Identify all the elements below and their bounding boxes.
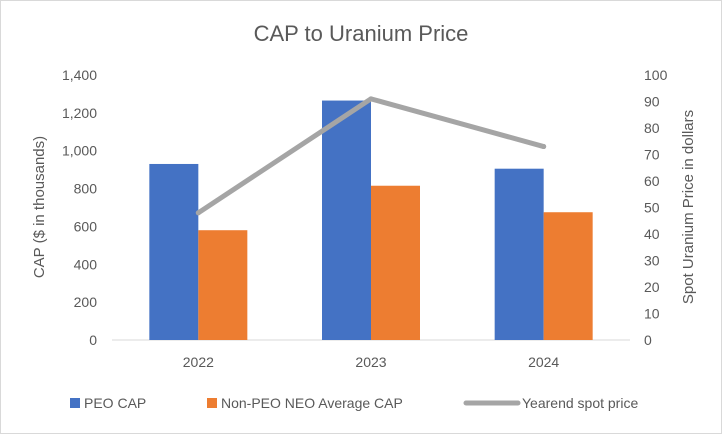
- chart-title: CAP to Uranium Price: [254, 21, 469, 46]
- y2-tick-label: 60: [644, 173, 660, 189]
- y2-tick-label: 0: [644, 332, 652, 348]
- bar-non-peo-neo-average-cap-2024: [543, 212, 593, 340]
- y2-tick-label: 40: [644, 226, 660, 242]
- y-tick-label: 0: [89, 332, 97, 348]
- x-tick-label: 2023: [355, 354, 386, 370]
- y2-tick-label: 90: [644, 94, 660, 110]
- legend-swatch-0: [70, 398, 80, 408]
- y2-tick-label: 100: [644, 67, 668, 83]
- y2-tick-label: 80: [644, 120, 660, 136]
- bar-non-peo-neo-average-cap-2023: [371, 185, 420, 340]
- legend-swatch-1: [207, 398, 217, 408]
- x-tick-label: 2024: [528, 354, 559, 370]
- y-tick-label: 600: [74, 218, 98, 234]
- y2-tick-label: 30: [644, 253, 660, 269]
- bar-peo-cap-2024: [494, 168, 544, 340]
- y2-tick-label: 10: [644, 306, 660, 322]
- y2-tick-label: 50: [644, 200, 660, 216]
- spot-price-point-2022: [195, 210, 201, 216]
- bar-peo-cap-2023: [322, 100, 371, 340]
- spot-price-line: [195, 96, 547, 216]
- y-axis-label: CAP ($ in thousands): [31, 136, 48, 278]
- y-tick-label: 800: [74, 181, 98, 197]
- spot-price-point-2023: [368, 96, 374, 102]
- y2-axis-label: Spot Uranium Price in dollars: [680, 110, 697, 304]
- y2-tick-label: 20: [644, 279, 660, 295]
- y2-tick-label: 70: [644, 147, 660, 163]
- right-axis-ticks: 0 10 20 30 40 50 60 70 80 90 100: [644, 67, 668, 348]
- x-tick-label: 2022: [183, 354, 214, 370]
- bars: [149, 100, 593, 340]
- y-tick-label: 1,000: [62, 143, 97, 159]
- left-axis-ticks: 0 200 400 600 800 1,000 1,200 1,400: [62, 67, 97, 348]
- x-axis-ticks: 2022 2023 2024: [183, 354, 560, 370]
- spot-price-point-2024: [541, 144, 547, 150]
- bar-peo-cap-2022: [149, 163, 199, 340]
- legend-label: Non-PEO NEO Average CAP: [221, 395, 403, 411]
- y-tick-label: 200: [74, 294, 98, 310]
- y-tick-label: 400: [74, 256, 98, 272]
- legend: PEO CAP Non-PEO NEO Average CAP Yearend sp…: [70, 395, 638, 411]
- legend-label: PEO CAP: [84, 395, 146, 411]
- y-tick-label: 1,200: [62, 105, 97, 121]
- bar-non-peo-neo-average-cap-2022: [198, 230, 248, 340]
- legend-label: Yearend spot price: [522, 395, 638, 411]
- y-tick-label: 1,400: [62, 67, 97, 83]
